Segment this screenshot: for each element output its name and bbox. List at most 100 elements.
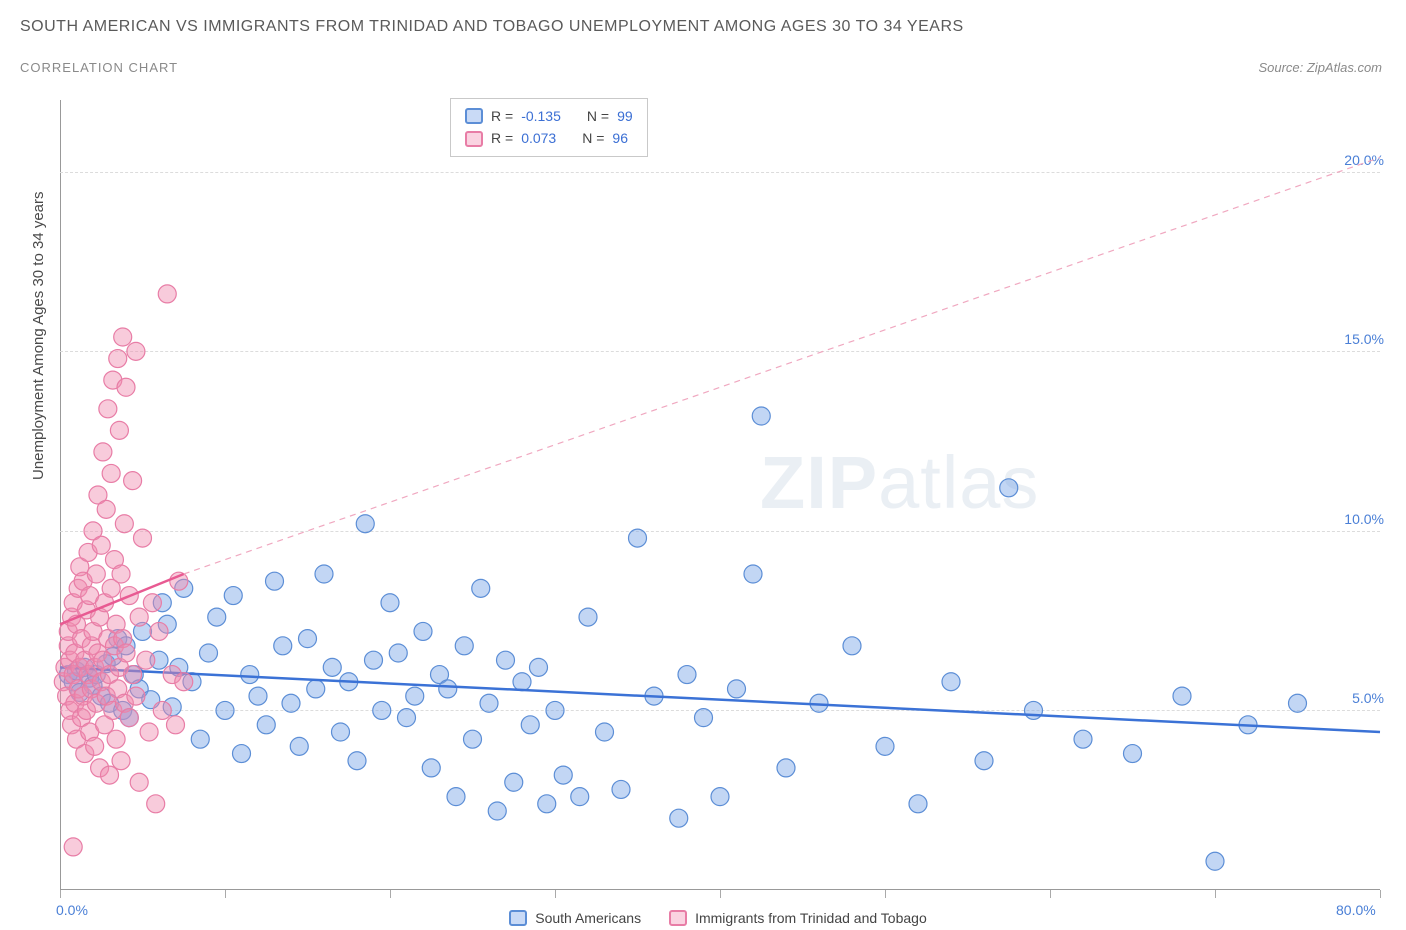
data-point: [447, 788, 465, 806]
data-point: [480, 694, 498, 712]
data-point: [216, 701, 234, 719]
data-point: [140, 723, 158, 741]
data-point: [373, 701, 391, 719]
legend-series-item: South Americans: [509, 910, 641, 926]
data-point: [257, 716, 275, 734]
data-point: [143, 594, 161, 612]
data-point: [290, 737, 308, 755]
data-point: [97, 500, 115, 518]
data-point: [596, 723, 614, 741]
data-point: [127, 687, 145, 705]
x-tick: [225, 890, 226, 898]
data-point: [579, 608, 597, 626]
data-point: [150, 622, 168, 640]
data-point: [158, 285, 176, 303]
plot-svg: [60, 100, 1380, 890]
data-point: [497, 651, 515, 669]
data-point: [191, 730, 209, 748]
legend-swatch: [465, 131, 483, 147]
data-point: [323, 658, 341, 676]
data-point: [208, 608, 226, 626]
data-point: [1206, 852, 1224, 870]
data-point: [241, 666, 259, 684]
data-point: [266, 572, 284, 590]
legend-r-value: 0.073: [521, 127, 556, 149]
data-point: [1000, 479, 1018, 497]
data-point: [110, 421, 128, 439]
data-point: [109, 350, 127, 368]
data-point: [513, 673, 531, 691]
data-point: [1289, 694, 1307, 712]
legend-r-label: R =: [491, 127, 513, 149]
data-point: [137, 651, 155, 669]
x-tick: [555, 890, 556, 898]
data-point: [695, 709, 713, 727]
y-axis-label: Unemployment Among Ages 30 to 34 years: [30, 191, 47, 480]
legend-n-value: 96: [612, 127, 628, 149]
data-point: [422, 759, 440, 777]
data-point: [107, 730, 125, 748]
data-point: [439, 680, 457, 698]
data-point: [505, 773, 523, 791]
legend-correlation-row: R = 0.073 N = 96: [465, 127, 633, 149]
data-point: [117, 378, 135, 396]
x-tick: [390, 890, 391, 898]
data-point: [356, 515, 374, 533]
data-point: [224, 587, 242, 605]
data-point: [101, 766, 119, 784]
data-point: [249, 687, 267, 705]
data-point: [843, 637, 861, 655]
data-point: [612, 780, 630, 798]
data-point: [130, 608, 148, 626]
data-point: [670, 809, 688, 827]
data-point: [777, 759, 795, 777]
legend-swatch: [509, 910, 527, 926]
data-point: [124, 666, 142, 684]
data-point: [115, 515, 133, 533]
data-point: [87, 565, 105, 583]
data-point: [99, 400, 117, 418]
data-point: [130, 773, 148, 791]
legend-series-label: Immigrants from Trinidad and Tobago: [695, 910, 927, 926]
data-point: [472, 579, 490, 597]
source-attribution: Source: ZipAtlas.com: [1258, 60, 1382, 75]
data-point: [332, 723, 350, 741]
x-tick: [1050, 890, 1051, 898]
x-tick: [1215, 890, 1216, 898]
trend-extrapolation: [184, 157, 1380, 574]
data-point: [153, 701, 171, 719]
data-point: [406, 687, 424, 705]
data-point: [348, 752, 366, 770]
data-point: [455, 637, 473, 655]
data-point: [102, 464, 120, 482]
data-point: [282, 694, 300, 712]
data-point: [147, 795, 165, 813]
correlation-legend: R =-0.135N =99R =0.073N =96: [450, 98, 648, 157]
x-tick: [720, 890, 721, 898]
series-legend: South Americans Immigrants from Trinidad …: [58, 910, 1378, 926]
data-point: [530, 658, 548, 676]
data-point: [92, 536, 110, 554]
data-point: [1124, 745, 1142, 763]
data-point: [114, 328, 132, 346]
data-point: [299, 630, 317, 648]
data-point: [975, 752, 993, 770]
data-point: [307, 680, 325, 698]
data-point: [120, 709, 138, 727]
data-point: [124, 472, 142, 490]
data-point: [744, 565, 762, 583]
data-point: [389, 644, 407, 662]
chart-title: SOUTH AMERICAN VS IMMIGRANTS FROM TRINID…: [20, 18, 964, 36]
legend-correlation-row: R =-0.135N =99: [465, 105, 633, 127]
data-point: [711, 788, 729, 806]
legend-r-label: R =: [491, 105, 513, 127]
data-point: [315, 565, 333, 583]
data-point: [365, 651, 383, 669]
legend-n-label: N =: [587, 105, 609, 127]
data-point: [94, 443, 112, 461]
data-point: [464, 730, 482, 748]
legend-n-value: 99: [617, 105, 633, 127]
chart-subtitle: CORRELATION CHART: [20, 60, 178, 75]
legend-series-label: South Americans: [535, 910, 641, 926]
legend-n-label: N =: [582, 127, 604, 149]
